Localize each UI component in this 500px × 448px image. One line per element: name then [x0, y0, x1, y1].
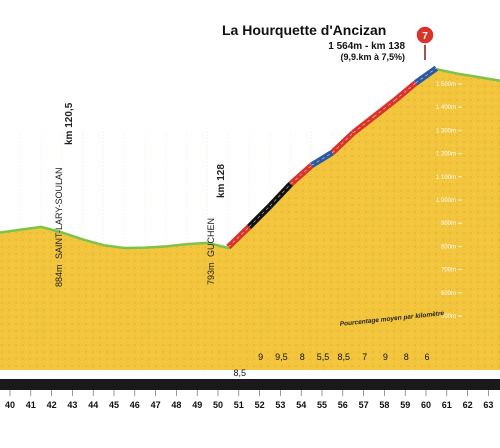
altitude-tick-label: 1 200m — [436, 152, 456, 158]
altitude-tick-label: 1 100m — [436, 175, 456, 181]
km-axis-band — [0, 379, 500, 390]
altitude-tick-label: 1 400m — [436, 105, 456, 111]
climb-segment-centerline — [269, 183, 292, 207]
altitude-tick-label: 600m — [441, 291, 456, 297]
gradient-value: 6 — [424, 352, 429, 362]
km-tick-label: 50 — [213, 400, 223, 410]
gradient-labels: 8,5 9 9,5 8 5,5 8,5 7 9 8 6 — [234, 352, 430, 378]
summit-altitude-km: 1 564m - km 138 — [328, 41, 405, 52]
km-tick-label: 57 — [359, 400, 369, 410]
km-tick-label: 49 — [192, 400, 202, 410]
gradient-value: 8 — [300, 352, 305, 362]
climb-segment-centerline — [311, 152, 333, 166]
gradient-value: 9 — [383, 352, 388, 362]
axis-white-bg — [0, 390, 500, 448]
km-tick-label: 62 — [463, 400, 473, 410]
gradient-value: 7 — [362, 352, 367, 362]
altitude-tick-label: 500m — [441, 314, 456, 320]
climb-segment-centerline — [373, 100, 395, 117]
gradient-value: 9,5 — [275, 352, 288, 362]
summit-block: La Hourquette d'Ancizan 1 564m - km 138 … — [222, 22, 435, 62]
altitude-tick-label: 1 300m — [436, 128, 456, 134]
altitude-tick-label: 1600m — [438, 59, 456, 65]
altitude-tick-label: 800m — [441, 244, 456, 250]
km-tick-label: 40 — [5, 400, 15, 410]
summit-marker-icon — [415, 25, 435, 45]
km-tick-label: 52 — [255, 400, 265, 410]
altitude-tick-label: 700m — [441, 268, 456, 274]
place-km: km 128 — [216, 164, 227, 198]
terrain-area — [0, 67, 500, 370]
terrain-fill — [0, 69, 500, 370]
place-km: km 120,5 — [64, 102, 75, 145]
climb-segment-centerline — [248, 205, 271, 228]
km-tick-label: 48 — [171, 400, 181, 410]
km-tick-label: 44 — [88, 400, 98, 410]
km-tick-label: 54 — [296, 400, 306, 410]
climb-segment-centerline — [394, 82, 416, 101]
km-tick-label: 63 — [483, 400, 493, 410]
km-tick-label: 41 — [26, 400, 36, 410]
gradient-value: 8,5 — [338, 352, 351, 362]
place-name: GUCHEN — [206, 218, 216, 257]
place-altitude: 884m — [54, 264, 64, 287]
altitude-tick-label: 1 000m — [436, 198, 456, 204]
place-altitude: 793m — [206, 262, 216, 285]
altitude-tick-label: 900m — [441, 221, 456, 227]
km-tick-label: 45 — [109, 400, 119, 410]
climb-segment-centerline — [353, 116, 375, 134]
gradient-value: 5,5 — [317, 352, 330, 362]
climb-segment-centerline — [332, 132, 354, 153]
km-tick-label: 61 — [442, 400, 452, 410]
climb-segment-centerline — [290, 165, 312, 185]
altitude-ticks: 500m 600m 700m 800m 900m 1 000m 1 100m 1 200m 1 … — [436, 59, 462, 320]
km-tick-label: 56 — [338, 400, 348, 410]
km-tick-label: 43 — [67, 400, 77, 410]
km-tick-label: 60 — [421, 400, 431, 410]
km-tick-label: 59 — [400, 400, 410, 410]
km-tick-label: 58 — [379, 400, 389, 410]
climb-road — [226, 65, 439, 250]
climb-segment-centerline — [228, 226, 250, 248]
km-tick-label: 47 — [151, 400, 161, 410]
gradient-value: 8 — [404, 352, 409, 362]
place-name: SAINT-LARY-SOULAN — [54, 167, 64, 259]
climb-segment-centerline — [415, 67, 437, 84]
km-tick-label: 42 — [47, 400, 57, 410]
km-tick-label: 46 — [130, 400, 140, 410]
summit-name: La Hourquette d'Ancizan — [222, 22, 386, 38]
km-axis: 40 41 42 43 44 45 46 47 48 49 50 51 52 53 54 55 56 57 58 59… — [0, 379, 500, 448]
km-tick-label: 55 — [317, 400, 327, 410]
place-labels: 884m SAINT-LARY-SOULAN km 120,5 793m GUCHEN k… — [54, 102, 227, 287]
summit-length-gradient: (9,9.km à 7,5%) — [340, 52, 405, 62]
summit-category-label: 7 — [422, 31, 428, 42]
altitude-tick-label: 1 500m — [436, 82, 456, 88]
km-tick-label: 53 — [275, 400, 285, 410]
gradient-value: 8,5 — [234, 368, 247, 378]
gradient-value: 9 — [258, 352, 263, 362]
km-tick-label: 51 — [234, 400, 244, 410]
